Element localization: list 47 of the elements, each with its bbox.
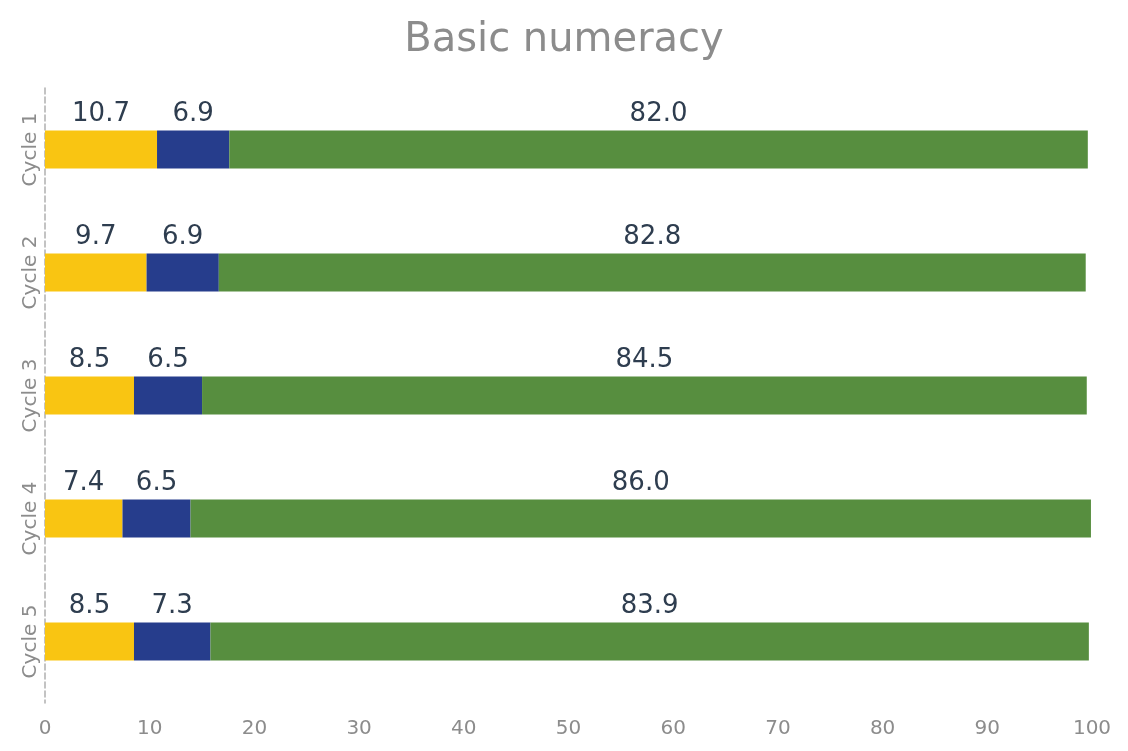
x-tick-label: 70	[765, 715, 791, 739]
bar	[122, 499, 191, 538]
bar	[190, 499, 1091, 538]
data-label: 86.0	[611, 465, 670, 496]
bar	[146, 253, 219, 292]
data-label: 82.0	[629, 96, 688, 127]
bar	[157, 130, 230, 169]
y-tick-label: Cycle 4	[17, 481, 41, 556]
x-tick-label: 90	[974, 715, 1001, 739]
bar	[45, 130, 158, 169]
data-label: 6.9	[172, 96, 214, 127]
bar	[134, 376, 203, 415]
x-tick-label: 50	[555, 715, 582, 739]
x-tick-label: 60	[660, 715, 686, 739]
chart-title: Basic numeracy	[404, 14, 724, 60]
data-label: 7.4	[63, 465, 105, 496]
data-label: 8.5	[68, 588, 111, 619]
data-label: 10.7	[72, 96, 130, 127]
data-label: 83.9	[620, 588, 679, 619]
bar	[45, 376, 134, 415]
x-tick-label: 30	[346, 715, 372, 739]
bar	[210, 622, 1089, 661]
data-label: 6.9	[162, 219, 204, 250]
x-tick-label: 20	[241, 715, 268, 739]
y-tick-label: Cycle 2	[17, 235, 41, 310]
data-label: 9.7	[75, 219, 117, 250]
x-tick-label: 0	[38, 715, 52, 739]
x-tick-label: 80	[869, 715, 896, 739]
bar	[45, 499, 123, 538]
bar	[134, 622, 211, 661]
y-tick-label: Cycle 1	[17, 112, 41, 187]
data-label: 6.5	[135, 465, 178, 496]
data-label: 7.3	[151, 588, 193, 619]
x-tick-label: 100	[1072, 715, 1112, 739]
data-label: 84.5	[615, 342, 674, 373]
x-tick-label: 10	[136, 715, 163, 739]
bar	[202, 376, 1087, 415]
x-tick-label: 40	[451, 715, 477, 739]
y-tick-label: Cycle 3	[17, 358, 41, 433]
bar	[45, 253, 147, 292]
bar	[229, 130, 1088, 169]
data-label: 82.8	[623, 219, 682, 250]
data-label: 6.5	[147, 342, 189, 373]
bar	[218, 253, 1086, 292]
data-label: 8.5	[68, 342, 111, 373]
y-tick-label: Cycle 5	[17, 604, 41, 679]
bar	[45, 622, 134, 661]
